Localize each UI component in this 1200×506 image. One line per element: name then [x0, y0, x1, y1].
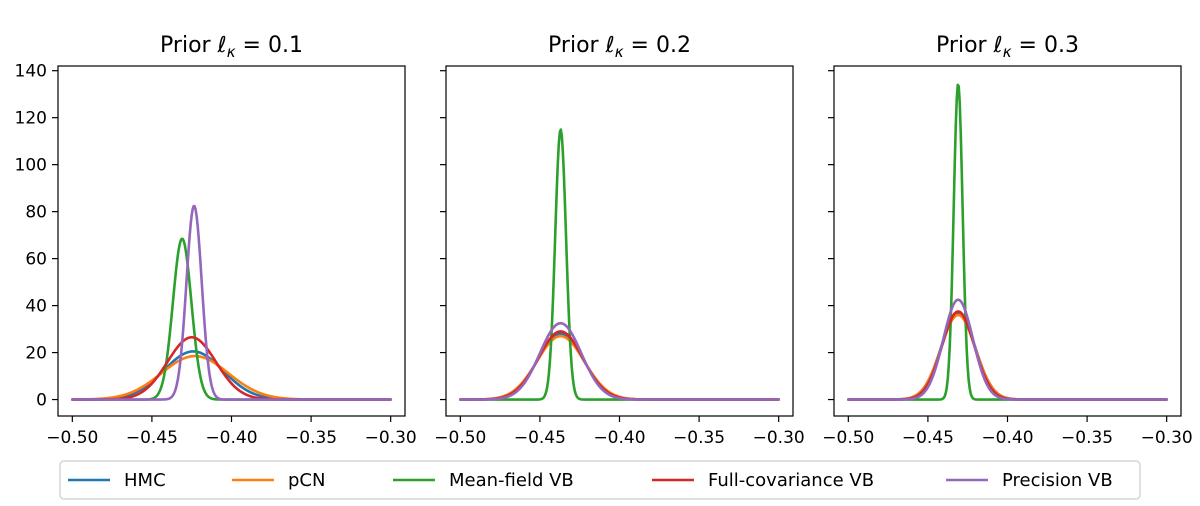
- x-tick-label: −0.30: [365, 428, 417, 448]
- series-group: [459, 128, 780, 401]
- y-tick-label: 40: [25, 297, 47, 317]
- series-line-pcn: [459, 334, 780, 401]
- legend-label-full-covariance-vb: Full-covariance VB: [708, 470, 874, 491]
- y-tick-label: 0: [36, 391, 47, 411]
- series-line-full-covariance-vb: [71, 336, 392, 401]
- x-tick-label: −0.50: [46, 428, 98, 448]
- series-line-precision-vb: [459, 321, 780, 401]
- x-tick-label: −0.30: [1141, 428, 1193, 448]
- y-tick-label: 140: [15, 62, 47, 82]
- x-tick-label: −0.40: [205, 428, 257, 448]
- panel-1: Prior ℓκ = 0.1 −0.50 −0.45 −0.40 −0.35 −0.30 0…: [15, 33, 417, 448]
- legend-frame: [59, 460, 1141, 500]
- x-tick-label: −0.35: [1061, 428, 1113, 448]
- series-line-precision-vb: [71, 204, 392, 401]
- legend: HMC pCN Mean-field VB Full-covariance VB Pre…: [59, 460, 1141, 500]
- panel-title: Prior ℓκ = 0.3: [936, 33, 1079, 61]
- series-group: [71, 204, 392, 401]
- panel-title: Prior ℓκ = 0.2: [548, 33, 691, 61]
- x-tick-label: −0.35: [285, 428, 337, 448]
- series-line-precision-vb: [847, 298, 1168, 401]
- series-group: [847, 83, 1168, 401]
- series-line-pcn: [847, 313, 1168, 401]
- panel-title: Prior ℓκ = 0.1: [160, 33, 303, 61]
- series-line-hmc: [459, 332, 780, 401]
- legend-label-mean-field-vb: Mean-field VB: [449, 470, 574, 491]
- y-tick-label: 20: [25, 344, 47, 364]
- series-line-full-covariance-vb: [459, 330, 780, 401]
- legend-label-hmc: HMC: [124, 470, 166, 491]
- axes-frame: [445, 65, 794, 417]
- x-tick-label: −0.50: [434, 428, 486, 448]
- y-tick-label: 60: [25, 250, 47, 270]
- legend-label-pcn: pCN: [288, 470, 325, 491]
- x-tick-label: −0.45: [126, 428, 178, 448]
- y-tick-label: 80: [25, 203, 47, 223]
- y-tick-label: 100: [15, 156, 47, 176]
- series-line-mean-field-vb: [847, 83, 1168, 401]
- x-tick-label: −0.30: [753, 428, 805, 448]
- x-tick-label: −0.40: [593, 428, 645, 448]
- series-line-mean-field-vb: [459, 128, 780, 401]
- x-tick-label: −0.40: [981, 428, 1033, 448]
- panel-3: Prior ℓκ = 0.3 −0.50 −0.45 −0.40 −0.35 −0.30: [822, 33, 1192, 448]
- x-tick-label: −0.50: [822, 428, 874, 448]
- axes-frame: [57, 65, 406, 417]
- axes-frame: [833, 65, 1182, 417]
- legend-label-precision-vb: Precision VB: [1002, 470, 1113, 491]
- x-tick-label: −0.45: [514, 428, 566, 448]
- y-tick-label: 120: [15, 109, 47, 129]
- x-tick-label: −0.45: [902, 428, 954, 448]
- x-tick-label: −0.35: [673, 428, 725, 448]
- panel-2: Prior ℓκ = 0.2 −0.50 −0.45 −0.40 −0.35 −0.30: [434, 33, 804, 448]
- series-line-full-covariance-vb: [847, 310, 1168, 401]
- series-line-hmc: [847, 312, 1168, 401]
